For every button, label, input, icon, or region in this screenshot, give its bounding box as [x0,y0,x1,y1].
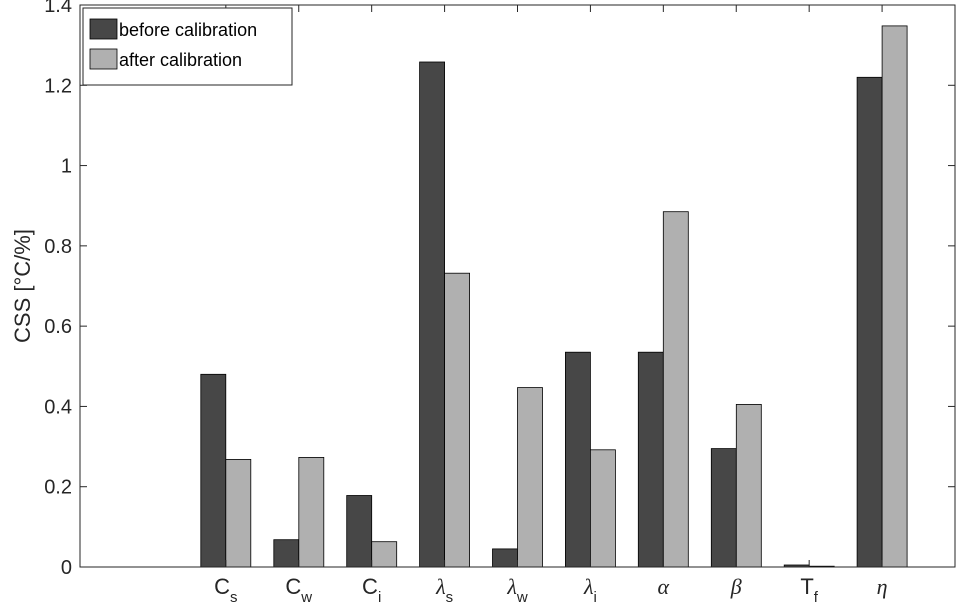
x-tick-label: λs [435,574,453,606]
x-tick-label: Tf [800,574,818,606]
legend-box [82,7,293,86]
bar-after-3 [444,272,471,568]
bar-after-1 [298,456,325,568]
bar-before-9 [856,76,883,568]
x-tick-label: α [658,574,670,599]
y-tick-label: 1.4 [44,0,72,17]
bar-after-6 [662,211,689,568]
legend-label-before: before calibration [119,20,257,40]
y-axis-ticks: 0 0.2 0.4 0.6 0.8 1 1.2 1.4 [44,0,955,579]
y-tick-label: 0.8 [44,236,72,258]
x-axis-ticks: Cs Cw Ci λs λw λi α β Tf η [214,5,888,606]
bars-group [200,25,908,568]
y-tick-label: 0.6 [44,316,72,338]
y-tick-label: 0.2 [44,477,72,499]
y-tick-label: 0 [61,557,72,579]
x-tick-label: Cw [285,574,312,606]
legend-swatch-after [89,48,118,70]
x-tick-label: Cs [214,574,237,606]
legend: before calibration after calibration [82,7,293,86]
bar-after-2 [371,541,398,568]
bar-before-7 [710,448,737,568]
x-tick-label: η [877,574,888,599]
bar-after-4 [517,387,543,568]
x-tick-label: β [730,574,742,599]
bar-after-7 [735,403,762,568]
bar-after-9 [881,25,908,568]
bar-before-2 [346,495,373,568]
bar-before-5 [565,351,591,568]
bar-before-3 [419,61,446,568]
plot-frame [79,4,956,568]
bar-after-0 [225,458,252,568]
y-tick-label: 0.4 [44,396,72,418]
bar-after-5 [590,449,616,568]
legend-swatch-before [89,18,118,40]
bar-before-0 [200,373,227,568]
bar-before-1 [273,539,300,568]
legend-label-after: after calibration [119,50,242,70]
x-tick-label: λw [506,574,528,606]
x-tick-label: Ci [362,574,381,606]
y-axis-label: CSS [°C/%] [10,229,35,343]
y-tick-label: 1 [61,156,72,178]
bar-before-4 [492,548,518,568]
x-tick-label: λi [583,574,597,606]
bar-before-6 [637,351,664,568]
y-tick-label: 1.2 [44,75,72,97]
